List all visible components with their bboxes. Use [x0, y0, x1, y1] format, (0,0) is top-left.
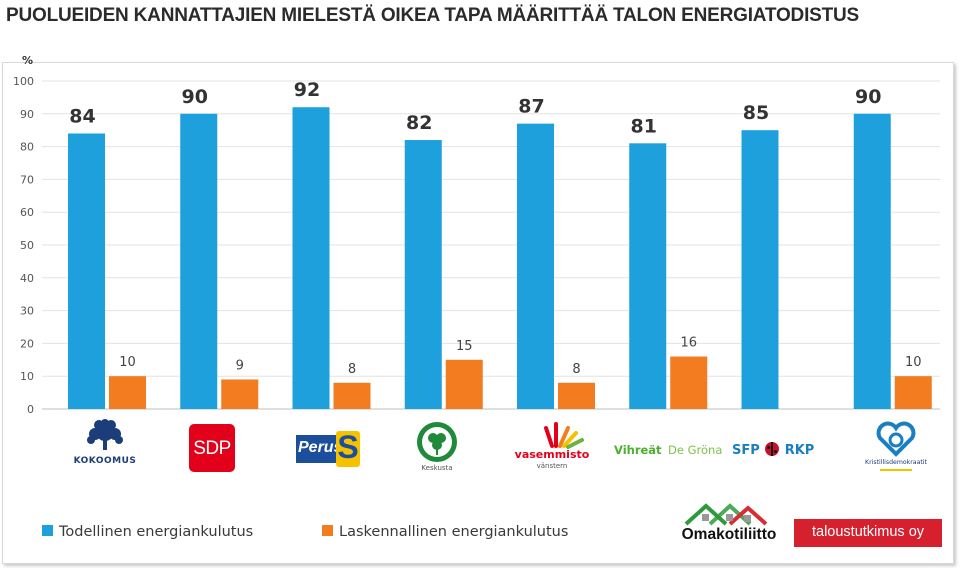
degrona-label: De Gröna: [668, 443, 723, 457]
legend-swatch-blue: [42, 525, 53, 536]
y-tick-label: 100: [13, 75, 34, 88]
bar-laskennallinen: [558, 382, 595, 409]
taloustutkimus-label: taloustutkimus oy: [811, 524, 925, 540]
kd-logo: Kristillisdemokraatit: [858, 420, 934, 480]
keskusta-label: Keskusta: [421, 464, 453, 472]
legend-label: Todellinen energiankulutus: [59, 524, 254, 540]
vasemmisto-rays-icon: [544, 422, 584, 449]
data-label: 8: [572, 362, 580, 377]
legend-label: Laskennallinen energiankulutus: [339, 524, 569, 540]
data-label: 16: [680, 336, 697, 351]
perus-label: Perus: [298, 439, 343, 456]
perussuomalaiset-logo: Perus S: [296, 429, 362, 467]
data-label: 10: [119, 355, 136, 370]
bar-laskennallinen: [445, 359, 483, 409]
vasemmisto-logo: vasemmisto vänstern: [512, 420, 592, 472]
y-tick-label: 60: [20, 206, 34, 219]
data-label: 10: [905, 355, 922, 370]
data-label: 92: [294, 79, 320, 101]
bar-todellinen: [404, 140, 442, 410]
kokoomus-tree-icon: [87, 419, 123, 450]
data-label: 84: [69, 105, 95, 127]
omakotiliitto-logo: Omakotiliitto: [676, 500, 782, 550]
y-tick-label: 40: [20, 272, 34, 285]
kokoomus-label: KOKOOMUS: [73, 456, 137, 466]
chart-title: PUOLUEIDEN KANNATTAJIEN MIELESTÄ OIKEA T…: [6, 5, 860, 26]
bar-laskennallinen: [894, 376, 932, 409]
bar-laskennallinen: [333, 382, 371, 409]
bar-laskennallinen: [670, 356, 708, 409]
data-label: 81: [631, 115, 657, 137]
vasemmisto-label: vasemmisto: [514, 448, 590, 461]
y-tick-label: 20: [20, 337, 34, 350]
bar-laskennallinen: [109, 376, 146, 409]
taloustutkimus-logo: taloustutkimus oy: [794, 519, 942, 547]
y-tick-label: 90: [20, 108, 34, 121]
data-label: 90: [855, 86, 881, 108]
data-label: 15: [456, 339, 473, 354]
bar-todellinen: [292, 107, 330, 410]
sdp-label: SDP: [193, 438, 231, 459]
vanstern-label: vänstern: [536, 462, 568, 470]
y-tick-label: 30: [20, 305, 34, 318]
ladybird-icon: [765, 442, 780, 456]
bar-todellinen: [517, 123, 554, 409]
house-roofs-icon: [684, 503, 768, 526]
legend-item-laskennallinen: Laskennallinen energiankulutus: [322, 524, 568, 540]
y-axis-unit: %: [22, 54, 33, 67]
bar-todellinen: [180, 113, 218, 410]
legend-item-todellinen: Todellinen energiankulutus: [42, 524, 253, 540]
perus-s-label: S: [337, 429, 359, 465]
data-label: 8: [348, 362, 356, 377]
clover-icon: [417, 422, 457, 462]
bar-todellinen: [629, 143, 667, 409]
data-label: 90: [182, 86, 208, 108]
kokoomus-logo: KOKOOMUS: [70, 418, 140, 470]
y-tick-label: 50: [20, 239, 34, 252]
bar-todellinen: [853, 113, 891, 410]
bar-laskennallinen: [221, 379, 259, 409]
data-label: 9: [236, 358, 244, 373]
rkp-label: RKP: [784, 443, 815, 458]
data-label: 82: [406, 112, 432, 134]
kd-heart-icon: [876, 421, 916, 457]
vihreat-logo: Vihreät De Gröna: [614, 441, 722, 461]
y-tick-label: 70: [20, 173, 34, 186]
vihreat-label: Vihreät: [614, 443, 662, 457]
kd-label: Kristillisdemokraatit: [865, 459, 927, 466]
data-label: 85: [743, 102, 769, 124]
bar-todellinen: [68, 133, 105, 410]
y-tick-label: 10: [20, 370, 34, 383]
y-tick-label: 80: [20, 141, 34, 154]
y-tick-label: 0: [27, 403, 34, 416]
bar-todellinen: [741, 130, 779, 409]
chart-frame: [2, 62, 954, 564]
omakotiliitto-label: Omakotiliitto: [681, 526, 777, 543]
sfp-rkp-logo: SFP RKP: [732, 441, 826, 461]
keskusta-logo: Keskusta: [412, 420, 462, 476]
sdp-logo: SDP: [189, 424, 235, 472]
data-label: 87: [518, 96, 544, 118]
legend-swatch-orange: [322, 525, 333, 536]
sfp-label: SFP: [732, 443, 760, 458]
